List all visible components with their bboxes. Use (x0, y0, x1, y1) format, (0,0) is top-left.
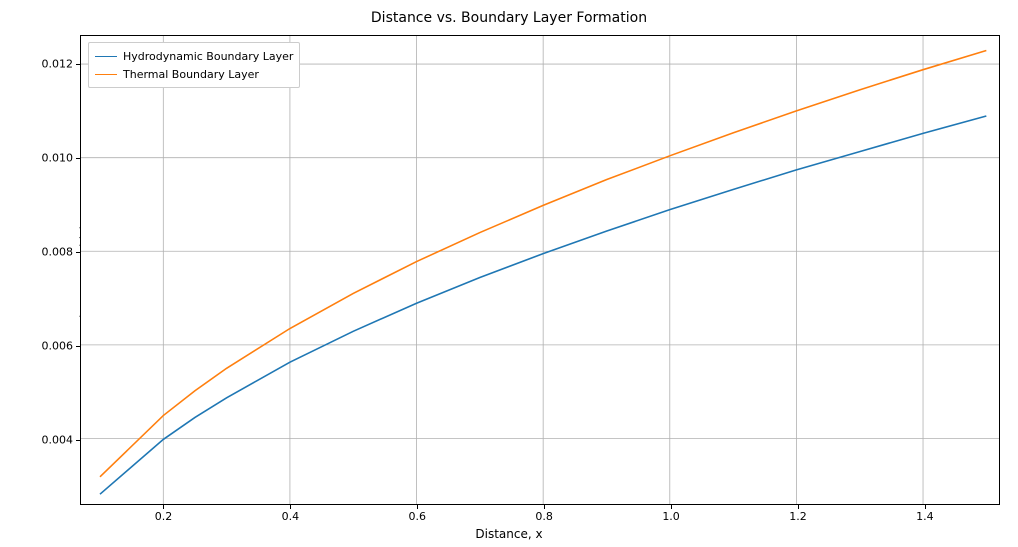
y-tick-label: 0.008 (42, 246, 74, 259)
y-tick-mark (76, 252, 81, 253)
x-tick-label: 1.0 (662, 510, 680, 523)
legend-swatch-hydrodynamic (95, 56, 117, 57)
legend: Hydrodynamic Boundary Layer Thermal Boun… (88, 42, 300, 88)
y-tick-label: 0.004 (42, 434, 74, 447)
x-tick-mark (925, 504, 926, 509)
y-tick-label: 0.010 (42, 152, 74, 165)
y-tick-mark (76, 346, 81, 347)
y-tick-label: 0.012 (42, 58, 74, 71)
x-tick-label: 0.8 (535, 510, 553, 523)
legend-item-hydrodynamic: Hydrodynamic Boundary Layer (95, 47, 293, 65)
y-tick-mark (76, 64, 81, 65)
plot-svg (81, 36, 999, 504)
chart-container: Distance vs. Boundary Layer Formation Bo… (0, 0, 1018, 547)
x-tick-label: 1.2 (789, 510, 807, 523)
x-tick-label: 0.2 (155, 510, 173, 523)
plot-area: Hydrodynamic Boundary Layer Thermal Boun… (80, 35, 1000, 505)
x-tick-mark (163, 504, 164, 509)
x-axis-label: Distance, x (0, 527, 1018, 541)
legend-label-thermal: Thermal Boundary Layer (123, 68, 259, 81)
y-tick-label: 0.006 (42, 340, 74, 353)
x-tick-mark (798, 504, 799, 509)
chart-title: Distance vs. Boundary Layer Formation (0, 10, 1018, 26)
x-tick-mark (290, 504, 291, 509)
x-tick-mark (417, 504, 418, 509)
x-tick-label: 0.4 (282, 510, 300, 523)
x-tick-mark (544, 504, 545, 509)
legend-swatch-thermal (95, 74, 117, 75)
legend-label-hydrodynamic: Hydrodynamic Boundary Layer (123, 50, 293, 63)
y-tick-mark (76, 158, 81, 159)
legend-item-thermal: Thermal Boundary Layer (95, 65, 293, 83)
x-tick-label: 1.4 (916, 510, 934, 523)
y-tick-mark (76, 440, 81, 441)
x-tick-label: 0.6 (409, 510, 427, 523)
x-tick-mark (671, 504, 672, 509)
